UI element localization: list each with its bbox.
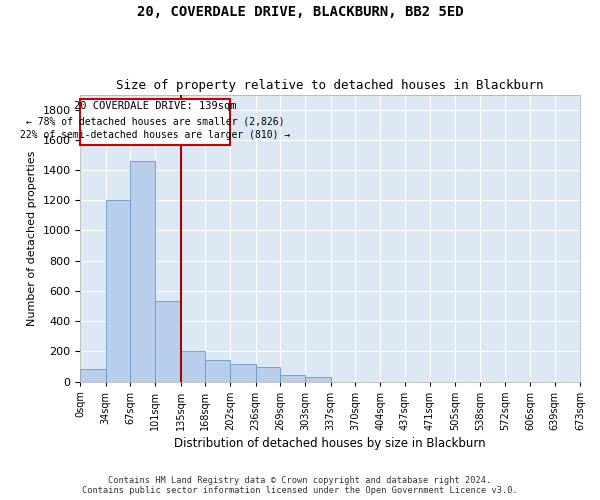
Bar <box>256 367 280 382</box>
FancyBboxPatch shape <box>80 99 230 145</box>
Bar <box>205 360 230 382</box>
Text: 22% of semi-detached houses are larger (810) →: 22% of semi-detached houses are larger (… <box>20 130 290 140</box>
Bar <box>280 376 305 382</box>
Bar <box>130 161 155 382</box>
Text: Contains HM Land Registry data © Crown copyright and database right 2024.
Contai: Contains HM Land Registry data © Crown c… <box>82 476 518 495</box>
Bar <box>305 377 331 382</box>
Text: 20 COVERDALE DRIVE: 139sqm: 20 COVERDALE DRIVE: 139sqm <box>74 100 236 110</box>
Text: ← 78% of detached houses are smaller (2,826): ← 78% of detached houses are smaller (2,… <box>26 116 284 126</box>
Bar <box>230 364 256 382</box>
Y-axis label: Number of detached properties: Number of detached properties <box>27 150 37 326</box>
Title: Size of property relative to detached houses in Blackburn: Size of property relative to detached ho… <box>116 79 544 92</box>
Text: 20, COVERDALE DRIVE, BLACKBURN, BB2 5ED: 20, COVERDALE DRIVE, BLACKBURN, BB2 5ED <box>137 5 463 19</box>
X-axis label: Distribution of detached houses by size in Blackburn: Distribution of detached houses by size … <box>175 437 486 450</box>
Bar <box>155 302 181 382</box>
Bar <box>181 352 205 382</box>
Bar <box>106 200 130 382</box>
Bar <box>80 370 106 382</box>
